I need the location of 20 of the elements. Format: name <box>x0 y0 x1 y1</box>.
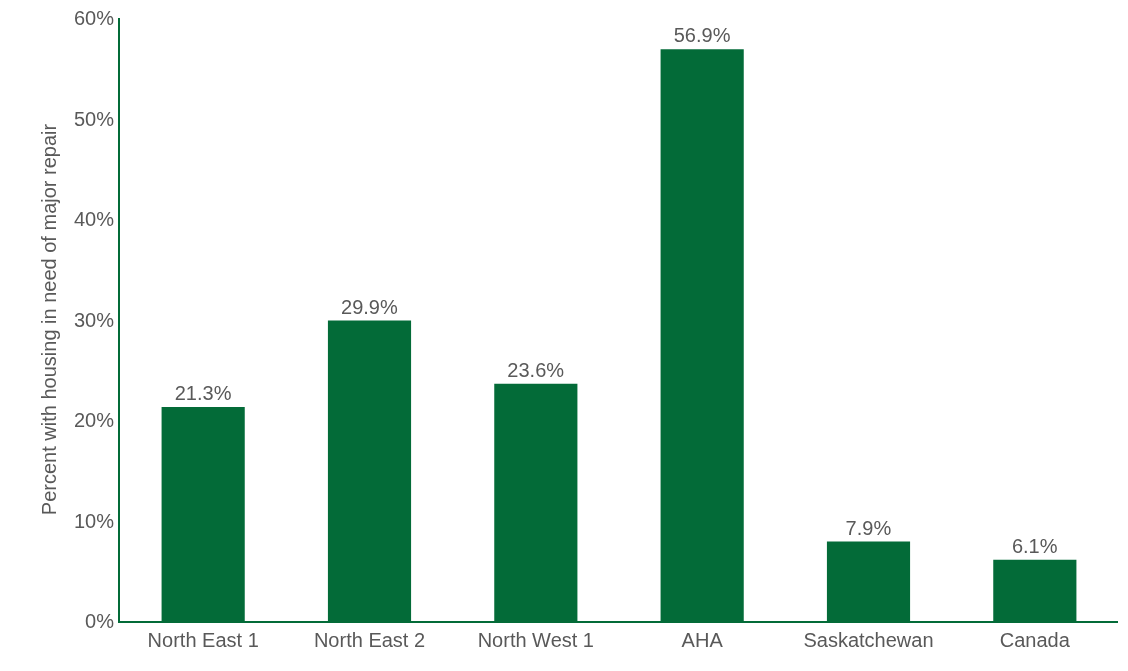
y-tick-label: 10% <box>73 509 115 532</box>
x-tick-label: AHA <box>681 629 724 651</box>
y-tick-label: 40% <box>73 208 115 230</box>
y-tick-label: 30% <box>73 308 115 331</box>
data-label: 29.9% <box>341 295 398 318</box>
y-tick-label: 20% <box>73 409 115 431</box>
x-tick-label: Canada <box>999 629 1071 651</box>
data-label: 23.6% <box>507 358 565 381</box>
x-tick-label: Saskatchewan <box>803 629 934 651</box>
data-label: 56.9% <box>673 24 731 47</box>
data-label: 7.9% <box>845 516 892 539</box>
data-label: 6.1% <box>1011 534 1058 557</box>
x-tick-label: North East 2 <box>313 629 426 651</box>
y-tick-label: 50% <box>73 107 115 130</box>
y-axis-title: Percent with housing in need of major repair <box>37 123 60 516</box>
y-tick-label: 60% <box>73 7 115 29</box>
data-label: 21.3% <box>174 381 232 404</box>
x-tick-label: North East 1 <box>147 629 259 651</box>
y-tick-label: 0% <box>85 610 115 632</box>
x-tick-label: North West 1 <box>477 629 594 651</box>
